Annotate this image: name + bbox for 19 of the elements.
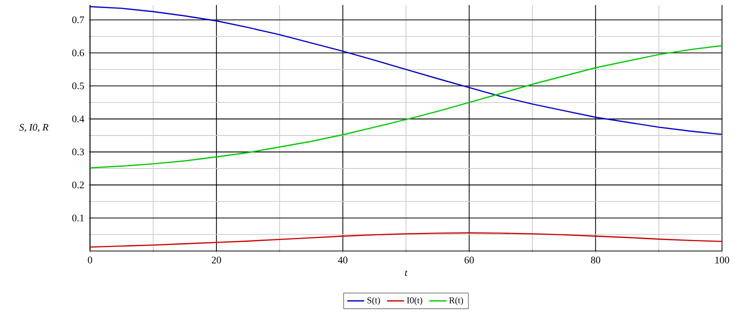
y-axis-title: S, I0, R — [19, 124, 48, 132]
y-tick-label: 0.2 — [72, 182, 84, 188]
y-tick-label: 0.6 — [72, 49, 84, 56]
x-tick-label: 20 — [212, 256, 222, 264]
legend-label: I0(t) — [406, 297, 422, 306]
x-tick-label: 100 — [715, 256, 730, 264]
x-tick-label: 80 — [590, 256, 600, 264]
legend-label: R(t) — [449, 297, 464, 306]
x-tick-label: 60 — [464, 256, 474, 264]
x-tick-label: 0 — [88, 256, 92, 264]
x-tick-label: 40 — [338, 256, 348, 264]
y-tick-label: 0.3 — [72, 148, 84, 156]
y-tick-label: 0.7 — [72, 16, 84, 24]
line-series — [89, 232, 723, 248]
x-axis-title: t — [405, 270, 408, 276]
y-tick-label: 0.4 — [72, 116, 84, 122]
y-tick-label: 0.1 — [72, 214, 84, 222]
legend-label: S(t) — [367, 297, 380, 306]
y-tick-label: 0.5 — [72, 82, 84, 90]
